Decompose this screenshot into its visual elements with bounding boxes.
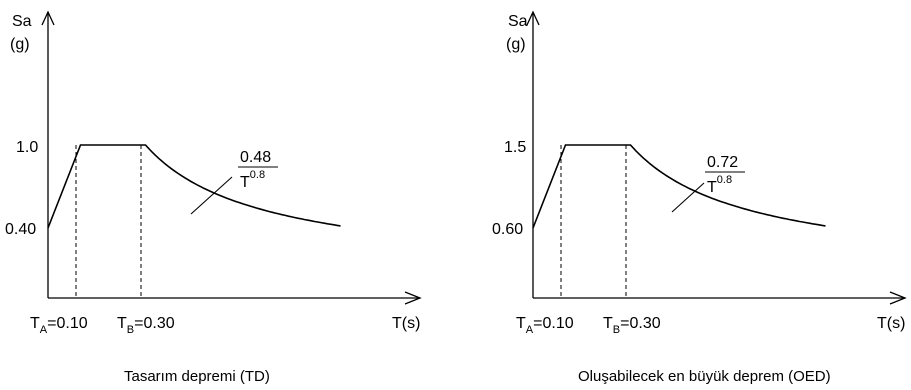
oed-x-axis-arrow [889, 291, 907, 305]
td-xlabel: T(s) [392, 315, 420, 332]
td-formula-denominator: T0.8 [240, 169, 265, 191]
td-spectrum-curve [47, 144, 341, 229]
oed-y-axis-arrow [526, 10, 540, 26]
oed-formula-numerator: 0.72 [707, 154, 738, 171]
oed-ylabel-unit: (g) [506, 36, 526, 53]
td-ylabel-sa: Sa [12, 13, 32, 30]
oed-ytick-start: 0.60 [492, 221, 523, 238]
oed-ylabel-sa: Sa [508, 13, 528, 30]
oed-formula-leader [671, 182, 705, 213]
oed-formula-denominator: T0.8 [707, 174, 732, 196]
oed-title: Oluşabilecek en büyük deprem (OED) [578, 368, 831, 385]
oed-ytick-plateau: 1.5 [504, 139, 526, 156]
td-ylabel-unit: (g) [10, 36, 30, 53]
chart-oed: Sa (g) 1.5 0.60 0.72 T0.8 TA=0.10 TB=0.3… [492, 10, 907, 385]
oed-tb-label: TB=0.30 [603, 315, 661, 336]
td-ytick-plateau: 1.0 [16, 139, 38, 156]
td-formula-leader [190, 176, 233, 215]
oed-spectrum-curve [532, 144, 826, 229]
td-ytick-start: 0.40 [5, 221, 36, 238]
td-x-axis-arrow [404, 291, 422, 305]
td-title: Tasarım depremi (TD) [124, 368, 270, 385]
oed-ta-label: TA=0.10 [516, 315, 574, 336]
chart-td: Sa (g) 1.0 0.40 0.48 T0.8 TA=0.10 TB=0.3… [5, 10, 422, 385]
td-ta-label: TA=0.10 [30, 315, 88, 336]
oed-xlabel: T(s) [877, 315, 905, 332]
td-y-axis-arrow [41, 10, 55, 26]
td-tb-label: TB=0.30 [117, 315, 175, 336]
td-formula-numerator: 0.48 [240, 149, 271, 166]
